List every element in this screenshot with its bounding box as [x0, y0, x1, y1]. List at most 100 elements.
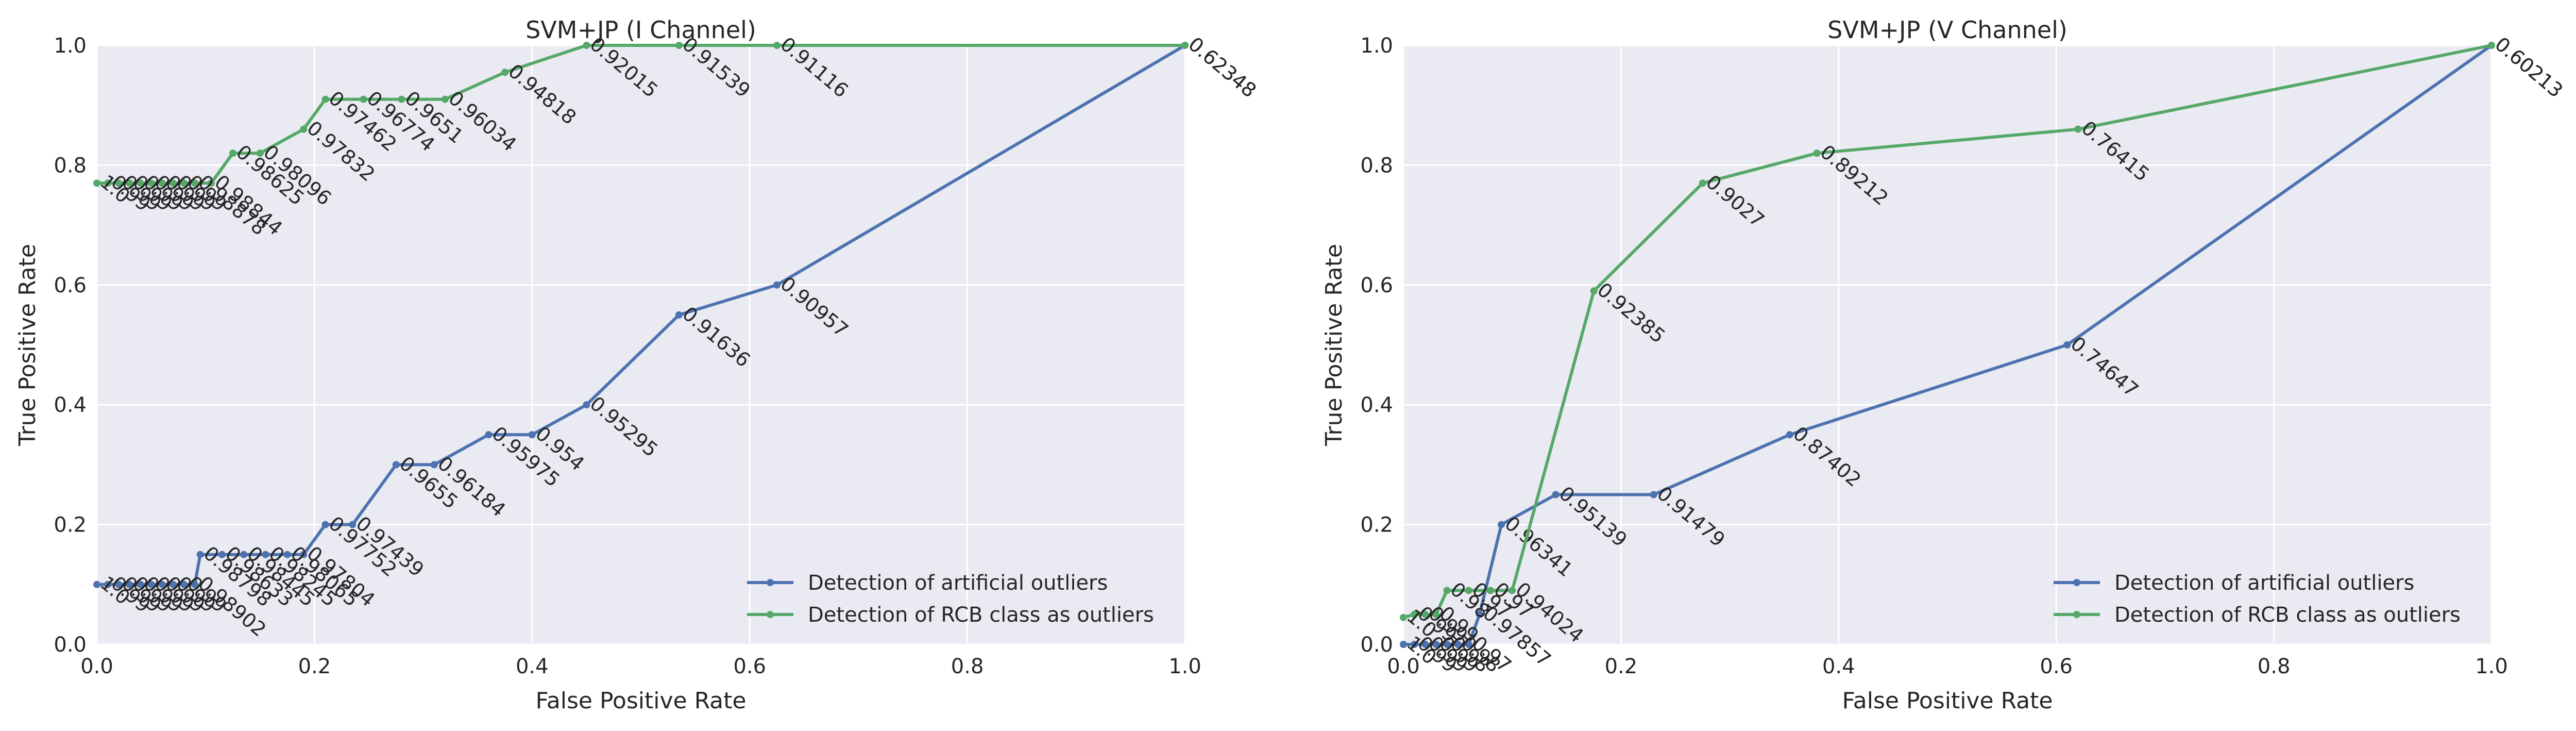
data-point	[218, 551, 226, 558]
y-tick-label: 0.0	[1360, 633, 1393, 657]
x-tick-label: 0.8	[2258, 655, 2291, 678]
data-point	[485, 431, 493, 439]
data-point	[1432, 641, 1440, 648]
legend-label: Detection of artificial outliers	[808, 571, 1108, 595]
data-point	[104, 179, 112, 187]
data-point	[196, 551, 204, 558]
x-axis-label: False Positive Rate	[1842, 688, 2053, 714]
legend-swatch-marker	[767, 579, 774, 586]
data-point	[104, 580, 112, 588]
data-point	[191, 580, 199, 588]
data-point	[137, 179, 144, 187]
data-point	[191, 179, 199, 187]
y-tick-label: 0.6	[54, 274, 87, 297]
data-point	[528, 431, 536, 439]
data-point	[1465, 587, 1472, 594]
data-point	[115, 580, 123, 588]
data-point	[1486, 587, 1494, 594]
gridlines	[1402, 44, 2493, 645]
x-tick-label: 0.0	[1387, 655, 1420, 678]
data-point	[207, 179, 215, 187]
data-point	[300, 551, 308, 558]
x-tick-label: 0.4	[1822, 655, 1855, 678]
data-point	[158, 580, 166, 588]
x-axis-label: False Positive Rate	[536, 688, 747, 714]
data-point	[1786, 431, 1793, 439]
data-point	[147, 580, 155, 588]
x-tick-label: 0.6	[733, 655, 766, 678]
data-point	[1465, 641, 1472, 648]
data-point	[300, 125, 308, 133]
data-point	[773, 281, 781, 289]
plot-area	[1403, 45, 2492, 644]
data-point	[2074, 125, 2082, 133]
data-point	[256, 149, 264, 157]
data-point	[1400, 641, 1407, 648]
data-point	[180, 580, 188, 588]
x-tick-label: 1.0	[2475, 655, 2508, 678]
data-point	[283, 551, 291, 558]
data-point	[126, 580, 133, 588]
data-point	[2488, 42, 2495, 49]
x-tick-label: 0.8	[951, 655, 984, 678]
x-tick-label: 0.6	[2040, 655, 2073, 678]
data-point	[240, 551, 248, 558]
y-tick-label: 0.2	[54, 513, 87, 537]
y-tick-label: 0.8	[1360, 154, 1393, 177]
data-point	[169, 580, 177, 588]
data-point	[147, 179, 155, 187]
data-point	[321, 521, 329, 528]
y-tick-label: 0.4	[54, 393, 87, 417]
data-point	[158, 179, 166, 187]
x-tick-label: 1.0	[1168, 655, 1201, 678]
data-point	[1552, 491, 1560, 499]
legend: Detection of artificial outliers Detectio…	[2054, 571, 2461, 627]
y-tick-label: 0.6	[1360, 274, 1393, 297]
legend-swatch-marker	[2073, 611, 2080, 618]
y-axis-label: True Positive Rate	[14, 244, 41, 446]
y-tick-label: 1.0	[54, 34, 87, 58]
gridlines	[96, 44, 1186, 645]
data-point	[1181, 42, 1189, 49]
data-point	[773, 42, 781, 49]
data-point	[441, 95, 449, 103]
data-point	[93, 179, 100, 187]
legend-label: Detection of RCB class as outliers	[2114, 603, 2461, 627]
data-point	[1650, 491, 1657, 499]
legend-swatch-marker	[2073, 579, 2080, 586]
data-point	[1421, 641, 1429, 648]
data-point	[169, 179, 177, 187]
data-point	[115, 179, 123, 187]
chart-title: SVM+JP (I Channel)	[526, 16, 756, 44]
y-tick-label: 0.0	[54, 633, 87, 657]
y-axis-label: True Positive Rate	[1321, 244, 1347, 446]
legend-label: Detection of RCB class as outliers	[808, 603, 1154, 627]
data-point	[675, 311, 683, 319]
data-point	[398, 95, 405, 103]
data-point	[1443, 587, 1451, 594]
legend: Detection of artificial outliers Detectio…	[747, 571, 1154, 627]
data-point	[360, 95, 367, 103]
x-tick-label: 0.4	[516, 655, 549, 678]
point-label: 0.62348	[1184, 32, 1261, 102]
data-point	[1699, 179, 1706, 187]
legend-swatch-marker	[767, 611, 774, 618]
data-point	[1443, 641, 1451, 648]
chart-title: SVM+JP (V Channel)	[1827, 16, 2067, 44]
data-point	[137, 580, 144, 588]
data-point	[501, 69, 509, 76]
data-point	[2063, 341, 2071, 348]
data-point	[1509, 587, 1516, 594]
point-label: 0.60213	[2490, 32, 2567, 102]
plot-area	[97, 45, 1185, 644]
x-tick-label: 0.0	[80, 655, 113, 678]
data-point	[1411, 610, 1418, 618]
data-point	[180, 179, 188, 187]
data-point	[583, 42, 590, 49]
data-point	[583, 401, 590, 409]
chart-1: 0.0 0.2 0.4 0.6 0.8 1.0 0.0 0.2 0.4 0.6 0.8 1.0 Fals…	[14, 16, 1261, 714]
data-point	[1400, 613, 1407, 621]
chart-2: 0.0 0.2 0.4 0.6 0.8 1.0 0.0 0.2 0.4 0.6 0.8 1.0 Fals…	[1321, 16, 2567, 714]
data-point	[1421, 610, 1429, 618]
